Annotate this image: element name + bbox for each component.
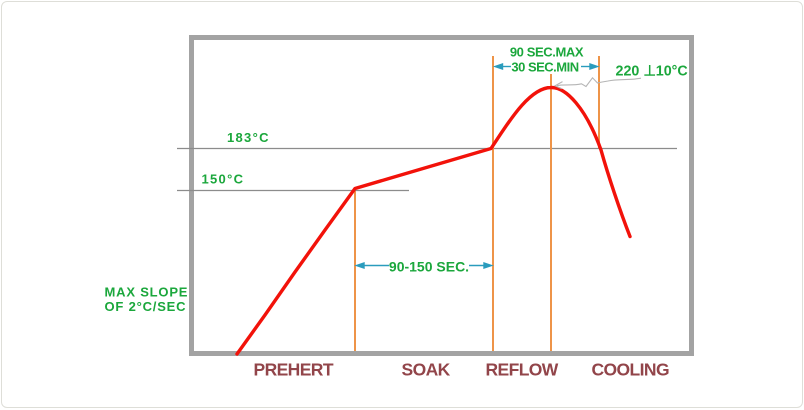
svg-text:90 SEC.MAX: 90 SEC.MAX [510,45,584,60]
svg-text:183°C: 183°C [227,130,270,145]
svg-text:SOAK: SOAK [402,360,451,380]
svg-text:MAX SLOPE: MAX SLOPE [105,285,189,300]
svg-text:220 ⊥10°C: 220 ⊥10°C [616,64,688,80]
svg-text:30 SEC.MIN: 30 SEC.MIN [511,60,578,75]
svg-text:OF 2°C/SEC: OF 2°C/SEC [105,299,187,314]
svg-text:150°C: 150°C [202,172,245,187]
svg-text:PREHERT: PREHERT [254,360,334,380]
svg-text:COOLING: COOLING [592,360,669,380]
svg-text:REFLOW: REFLOW [486,360,559,380]
svg-text:90-150 SEC.: 90-150 SEC. [389,259,469,275]
